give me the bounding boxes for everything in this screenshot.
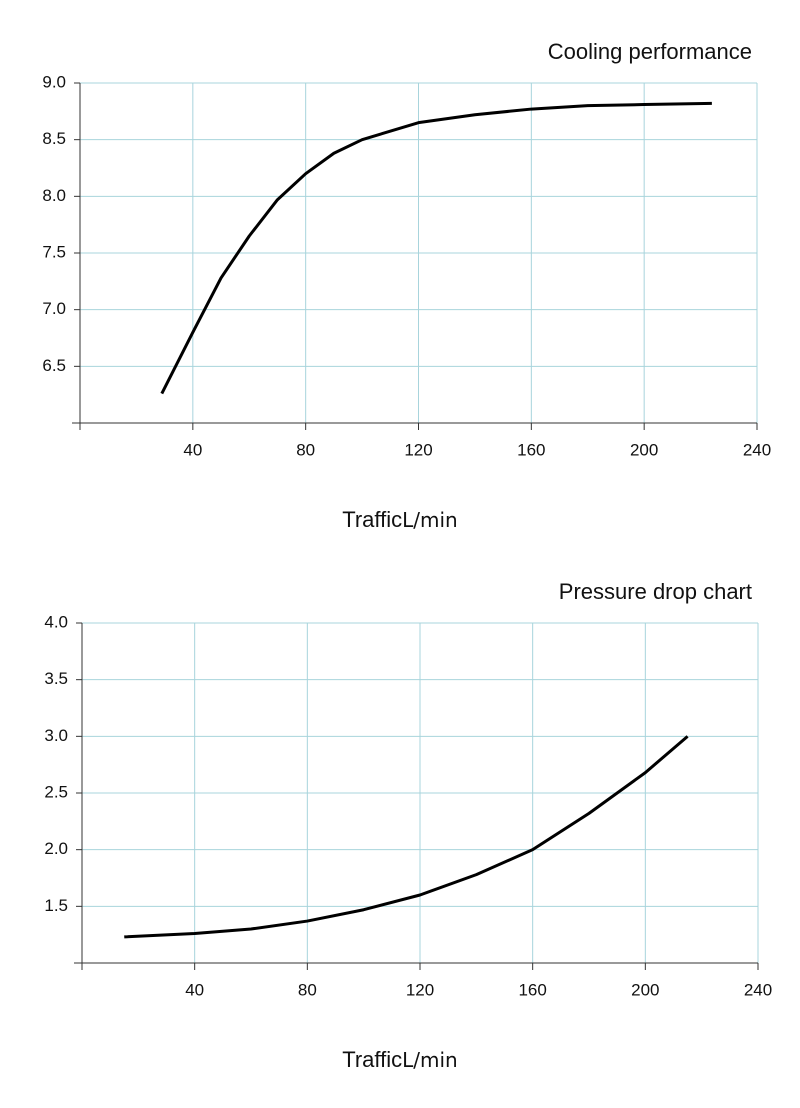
y-tick-label: 6.5	[42, 356, 66, 375]
line	[160, 101, 712, 395]
y-tick-label: 2.5	[44, 782, 68, 801]
y-tick-label: 8.5	[42, 129, 66, 148]
chart-title: Pressure drop chart	[559, 579, 752, 604]
x-tick-label: 120	[406, 980, 434, 999]
x-tick-label: 160	[517, 440, 545, 459]
x-tick-label: 40	[183, 440, 202, 459]
x-tick-label: 120	[404, 440, 432, 459]
line	[124, 735, 689, 939]
y-tick-label: 3.5	[44, 669, 68, 688]
x-tick-label: 240	[744, 980, 772, 999]
x-axis-label: TrafficL/min	[342, 1047, 458, 1072]
x-tick-label: 80	[296, 440, 315, 459]
x-tick-label: 160	[518, 980, 546, 999]
y-tick-label: 4.0	[44, 612, 68, 631]
x-axis-label: TrafficL/min	[342, 507, 458, 532]
y-tick-label: 8.0	[42, 186, 66, 205]
y-tick-label: 7.5	[42, 242, 66, 261]
y-tick-label: 9.0	[42, 72, 66, 91]
chart: Cooling performance 6.5 7.0 7.5 8.0 8.5 9.0 40 8…	[42, 39, 771, 532]
x-axis-unit: L/min	[402, 1048, 458, 1072]
x-axis-title: Traffic	[342, 1047, 402, 1072]
y-tick-label: 1.5	[44, 896, 68, 915]
x-tick-label: 200	[631, 980, 659, 999]
x-tick-label: 240	[743, 440, 771, 459]
x-axis-unit: L/min	[402, 508, 458, 532]
x-tick-label: 80	[298, 980, 317, 999]
chart: Pressure drop chart 1.5 2.0 2.5 3.0 3.5 4.0 40 8…	[44, 579, 772, 1072]
x-tick-label: 40	[185, 980, 204, 999]
y-tick-label: 3.0	[44, 726, 68, 745]
x-axis-title: Traffic	[342, 507, 402, 532]
chart-title: Cooling performance	[548, 39, 752, 64]
y-tick-label: 2.0	[44, 839, 68, 858]
x-tick-label: 200	[630, 440, 658, 459]
y-tick-label: 7.0	[42, 299, 66, 318]
